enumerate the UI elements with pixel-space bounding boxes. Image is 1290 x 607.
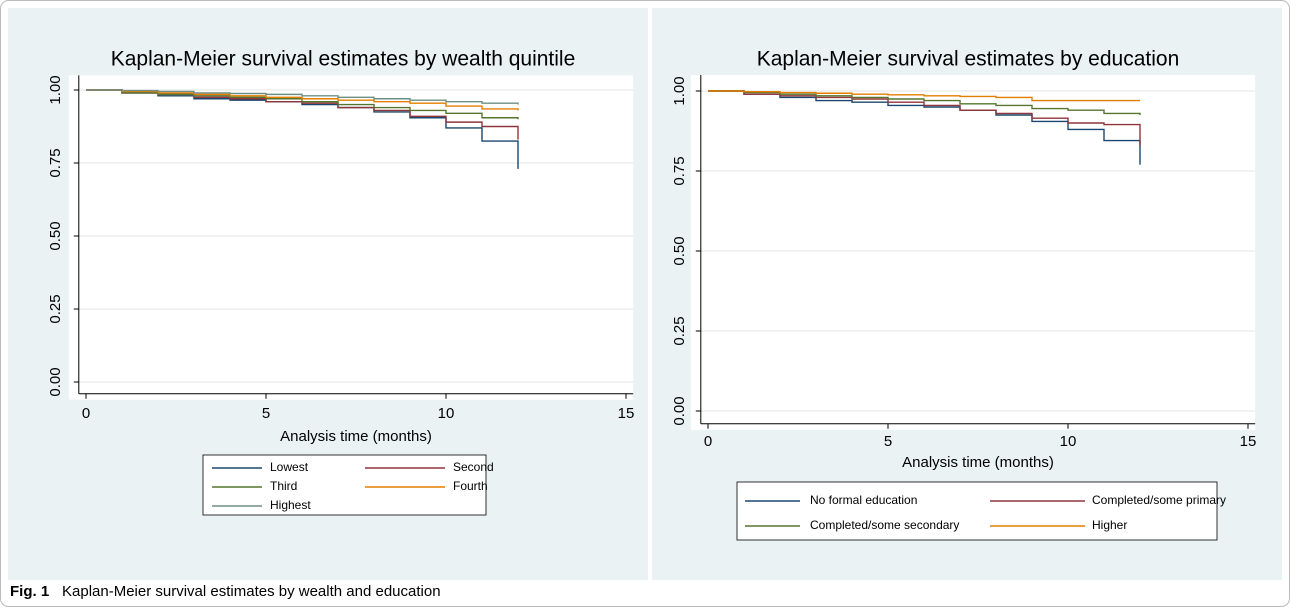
x-tick-label: 10 xyxy=(438,405,455,422)
x-axis-label: Analysis time (months) xyxy=(902,454,1054,471)
x-tick-label: 15 xyxy=(618,405,635,422)
x-tick-label: 15 xyxy=(1240,433,1257,450)
survival-line xyxy=(708,90,1141,146)
legend-box xyxy=(736,481,1218,541)
legend-label: Third xyxy=(270,479,297,493)
y-tick-label: 0.00 xyxy=(671,396,688,425)
x-tick-label: 5 xyxy=(884,433,892,450)
legend-label: No formal education xyxy=(810,493,917,507)
y-tick-label: 0.00 xyxy=(47,367,64,396)
x-tick-label: 5 xyxy=(262,405,270,422)
y-tick-label: 0.75 xyxy=(671,156,688,185)
plot-area xyxy=(68,75,634,400)
legend-label: Higher xyxy=(1092,518,1127,532)
legend-box xyxy=(202,454,487,516)
survival-line xyxy=(708,90,1140,102)
y-tick-label: 0.50 xyxy=(47,221,64,250)
x-axis-label: Analysis time (months) xyxy=(280,428,432,445)
x-tick-label: 10 xyxy=(1060,433,1077,450)
legend-label: Lowest xyxy=(270,460,309,474)
survival-line xyxy=(86,89,519,169)
chart-title: Kaplan-Meier survival estimates by educa… xyxy=(757,48,1180,71)
y-tick-label: 0.25 xyxy=(47,294,64,323)
x-tick-label: 0 xyxy=(704,433,712,450)
survival-line xyxy=(86,89,519,111)
legend-label: Highest xyxy=(270,498,311,512)
caption-text: Kaplan-Meier survival estimates by wealt… xyxy=(62,583,441,600)
survival-line xyxy=(708,90,1141,115)
survival-line xyxy=(708,90,1141,165)
chart-title: Kaplan-Meier survival estimates by wealt… xyxy=(111,48,576,71)
legend-label: Second xyxy=(453,460,494,474)
legend-label: Completed/some primary xyxy=(1092,493,1226,507)
survival-line xyxy=(86,89,519,105)
y-tick-label: 0.75 xyxy=(47,148,64,177)
x-tick-label: 0 xyxy=(82,405,90,422)
y-tick-label: 1.00 xyxy=(671,76,688,105)
plot-area xyxy=(690,75,1256,430)
survival-line xyxy=(86,89,519,120)
y-tick-label: 0.25 xyxy=(671,316,688,345)
y-tick-label: 0.50 xyxy=(671,236,688,265)
y-tick-label: 1.00 xyxy=(47,75,64,104)
legend-label: Completed/some secondary xyxy=(810,518,959,532)
caption-label: Fig. 1 xyxy=(10,583,49,600)
legend-label: Fourth xyxy=(453,479,488,493)
